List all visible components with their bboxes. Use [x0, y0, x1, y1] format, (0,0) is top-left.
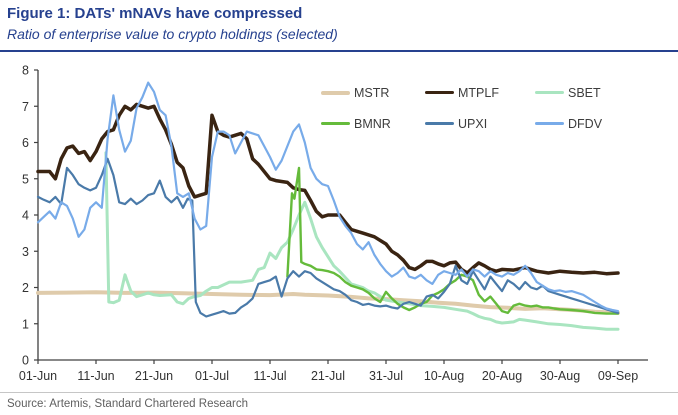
y-tick-label: 1 — [22, 317, 29, 331]
x-tick-label: 21-Jun — [135, 369, 173, 383]
legend-item-sbet: SBET — [535, 86, 601, 100]
x-tick-label: 10-Aug — [424, 369, 464, 383]
figure-subtitle: Ratio of enterprise value to crypto hold… — [7, 26, 338, 42]
legend-label-mstr: MSTR — [354, 85, 390, 100]
legend-label-bmnr: BMNR — [354, 116, 391, 131]
legend-label-sbet: SBET — [568, 85, 601, 100]
legend-row: MSTR MTPLF SBET — [321, 77, 602, 108]
y-tick-label: 8 — [22, 64, 29, 78]
y-tick-label: 3 — [22, 245, 29, 259]
legend-item-bmnr: BMNR — [321, 117, 425, 131]
x-tick-label: 09-Sep — [598, 369, 638, 383]
x-tick-label: 11-Jul — [253, 369, 286, 383]
legend-swatch-dfdv — [535, 122, 564, 125]
x-tick-label: 20-Aug — [482, 369, 522, 383]
x-tick-label: 11-Jun — [77, 369, 114, 383]
series-line-upxi — [36, 157, 620, 318]
legend-swatch-bmnr — [321, 122, 350, 125]
legend-swatch-mstr — [321, 90, 350, 95]
figure-title: Figure 1: DATs' mNAVs have compressed — [7, 5, 303, 22]
legend-item-dfdv: DFDV — [535, 117, 602, 131]
legend-item-upxi: UPXI — [425, 117, 535, 131]
y-tick-label: 4 — [22, 209, 29, 223]
x-tick-label: 01-Jun — [19, 369, 57, 383]
source-divider — [0, 392, 678, 393]
series-line-mstr — [36, 290, 620, 315]
series-line-sbet — [104, 151, 620, 331]
series-line-dfdv — [36, 81, 620, 313]
series-line-mtplf — [36, 102, 620, 276]
legend-swatch-mtplf — [425, 90, 454, 95]
y-tick-label: 5 — [22, 172, 29, 186]
x-tick-label: 01-Jul — [195, 369, 229, 383]
legend-swatch-sbet — [535, 91, 564, 94]
source-note: Source: Artemis, Standard Chartered Rese… — [7, 398, 248, 410]
legend-swatch-upxi — [425, 122, 454, 125]
y-tick-label: 6 — [22, 136, 29, 150]
x-tick-label: 21-Jul — [311, 369, 345, 383]
legend-label-mtplf: MTPLF — [458, 85, 499, 100]
x-tick-label: 31-Jul — [369, 369, 403, 383]
y-tick-label: 7 — [22, 100, 29, 114]
y-tick-label: 0 — [22, 354, 29, 368]
chart-legend: MSTR MTPLF SBET BMNR UPXI DFDV — [321, 77, 602, 139]
legend-item-mtplf: MTPLF — [425, 86, 535, 100]
legend-label-dfdv: DFDV — [568, 116, 603, 131]
x-tick-label: 30-Aug — [540, 369, 580, 383]
legend-label-upxi: UPXI — [458, 116, 488, 131]
legend-row: BMNR UPXI DFDV — [321, 108, 602, 139]
title-divider — [0, 50, 678, 52]
y-tick-label: 2 — [22, 281, 29, 295]
legend-item-mstr: MSTR — [321, 86, 425, 100]
